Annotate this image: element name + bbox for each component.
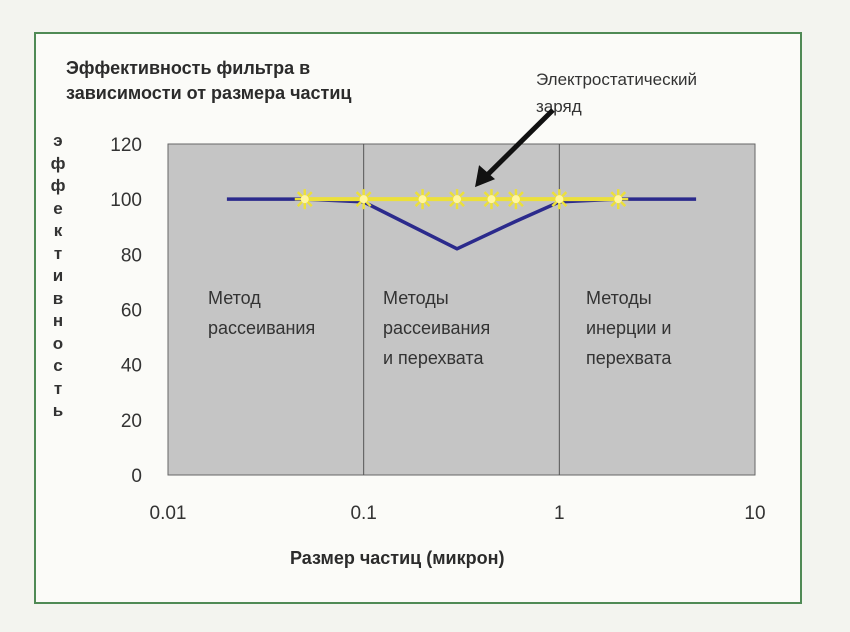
y-axis-label-char: о (52, 333, 64, 353)
region-label: и перехвата (383, 348, 484, 368)
y-axis-label-char: ф (50, 176, 66, 195)
x-tick-label: 0.1 (350, 503, 376, 524)
annotation-arrow-head (475, 165, 496, 188)
region-label: инерции и (586, 318, 672, 338)
star-marker (481, 189, 502, 210)
y-tick-label: 80 (121, 245, 142, 266)
region-label: Методы (586, 288, 652, 308)
annotation-line-2: заряд (536, 97, 582, 116)
x-tick-label: 0.01 (150, 503, 187, 524)
region-label: рассеивания (383, 318, 490, 338)
annotation-line-1: Электростатический (536, 70, 698, 89)
x-tick-label: 1 (554, 503, 565, 524)
star-marker (294, 189, 315, 210)
y-axis-label-char: и (52, 266, 64, 285)
y-axis-label-char: с (53, 356, 63, 375)
y-tick-label: 0 (131, 466, 142, 487)
region-label: рассеивания (208, 318, 315, 338)
y-axis-label-char: т (53, 243, 63, 263)
star-marker (412, 189, 433, 210)
y-tick-label: 20 (121, 411, 142, 432)
chart-title-line-1: Эффективность фильтра в (66, 58, 311, 78)
annotation-arrow-shaft (481, 108, 555, 181)
y-tick-label: 60 (121, 301, 142, 322)
region-label: Методы (383, 288, 449, 308)
region-label: Метод (208, 288, 261, 308)
star-marker (608, 189, 629, 210)
y-axis-label-char: в (52, 288, 64, 308)
y-axis-label-char: э (53, 131, 63, 150)
star-marker (549, 189, 570, 210)
star-marker (505, 189, 526, 210)
chart-title: Эффективность фильтра в зависимости от р… (66, 56, 426, 106)
y-axis-label-char: ь (52, 401, 64, 420)
y-tick-label: 100 (110, 190, 142, 211)
star-marker (447, 189, 468, 210)
y-tick-label: 40 (121, 356, 142, 377)
y-axis-label-char: т (53, 378, 63, 398)
annotation-label: Электростатический заряд (536, 66, 776, 120)
star-marker (353, 189, 374, 210)
y-axis-label-char: к (53, 221, 63, 240)
chart-title-line-2: зависимости от размера частиц (66, 83, 352, 103)
region-label: перехвата (586, 348, 672, 368)
x-tick-label: 10 (744, 503, 765, 524)
y-axis-label-char: е (53, 198, 63, 218)
y-axis-label-char: ф (50, 153, 66, 173)
y-axis-label-char: н (52, 311, 64, 330)
y-tick-label: 120 (110, 135, 142, 156)
x-axis-label: Размер частиц (микрон) (290, 548, 505, 568)
